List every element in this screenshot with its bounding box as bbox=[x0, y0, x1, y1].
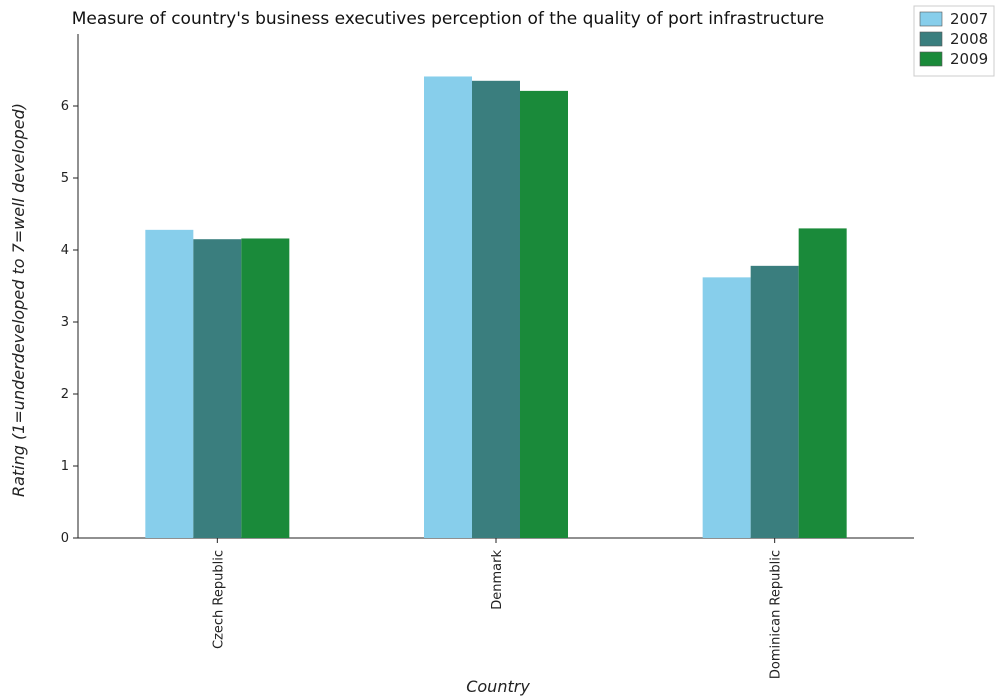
legend-swatch-2009 bbox=[919, 51, 943, 67]
bar-2007-denmark bbox=[424, 76, 472, 538]
x-axis-title: Country bbox=[466, 677, 530, 696]
bar-2007-dominican-republic bbox=[702, 277, 751, 538]
y-tick-label: 3 bbox=[61, 315, 69, 330]
y-tick-label: 1 bbox=[61, 459, 69, 474]
y-axis-title: Rating (1=underdeveloped to 7=well devel… bbox=[9, 103, 28, 497]
bar-2008-dominican-republic bbox=[750, 265, 799, 538]
y-tick-label: 6 bbox=[61, 99, 69, 114]
bar-2009-dominican-republic bbox=[798, 228, 847, 538]
bar-2008-denmark bbox=[472, 80, 520, 539]
bar-2008-czech-republic bbox=[193, 239, 242, 538]
y-tick-label: 2 bbox=[61, 387, 69, 402]
legend: 2007 2008 2009 bbox=[913, 5, 995, 77]
x-tick-label: Dominican Republic bbox=[769, 550, 784, 679]
legend-label-2008: 2008 bbox=[950, 30, 988, 48]
legend-label-2007: 2007 bbox=[950, 10, 988, 28]
x-tick-label: Czech Republic bbox=[211, 550, 226, 649]
bar-2009-denmark bbox=[520, 90, 568, 538]
bar-2009-czech-republic bbox=[241, 238, 290, 539]
legend-swatch-2008 bbox=[919, 31, 943, 47]
x-tick-label: Denmark bbox=[490, 550, 505, 610]
y-tick-label: 0 bbox=[61, 531, 69, 546]
legend-label-2009: 2009 bbox=[950, 50, 988, 68]
bar-2007-czech-republic bbox=[145, 229, 194, 538]
plot-area: 0 1 2 3 4 5 6 Czech Republic Denmark Dominican Re… bbox=[61, 34, 914, 679]
legend-swatch-2007 bbox=[919, 11, 943, 27]
chart-title: Measure of country's business executives… bbox=[72, 9, 825, 29]
y-tick-label: 5 bbox=[61, 171, 69, 186]
y-tick-label: 4 bbox=[61, 243, 69, 258]
